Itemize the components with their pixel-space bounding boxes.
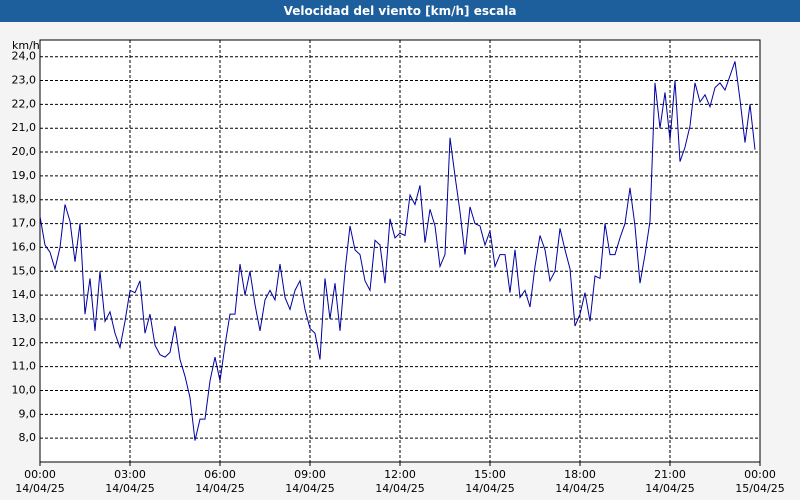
x-tick-label: 18:00 14/04/25 [555,468,605,495]
y-tick-label: 19,0 [12,169,37,182]
chart-title: Velocidad del viento [km/h] escala [0,0,800,22]
y-tick-label: 10,0 [12,383,37,396]
y-tick-label: 18,0 [12,193,37,206]
y-tick-label: 24,0 [12,50,37,63]
x-tick-label: 00:00 14/04/25 [15,468,65,495]
x-tick-label: 06:00 14/04/25 [195,468,245,495]
y-tick-label: 16,0 [12,240,37,253]
y-tick-label: 9,0 [19,407,37,420]
y-tick-label: 22,0 [12,97,37,110]
y-tick-label: 15,0 [12,264,37,277]
y-tick-label: 23,0 [12,74,37,87]
y-tick-label: 21,0 [12,121,37,134]
x-tick-label: 21:00 14/04/25 [645,468,695,495]
y-tick-label: 14,0 [12,288,37,301]
x-tick-label: 12:00 14/04/25 [375,468,425,495]
y-axis-label: km/h [12,39,40,52]
y-tick-label: 11,0 [12,360,37,373]
y-tick-label: 8,0 [19,431,37,444]
y-tick-label: 17,0 [12,217,37,230]
x-tick-label: 15:00 14/04/25 [465,468,515,495]
y-tick-label: 12,0 [12,336,37,349]
line-series [39,61,756,441]
x-tick-label: 03:00 14/04/25 [105,468,155,495]
y-tick-label: 20,0 [12,145,37,158]
x-tick-label: 09:00 14/04/25 [285,468,335,495]
y-tick-label: 13,0 [12,312,37,325]
x-tick-label: 00:00 15/04/25 [735,468,785,495]
